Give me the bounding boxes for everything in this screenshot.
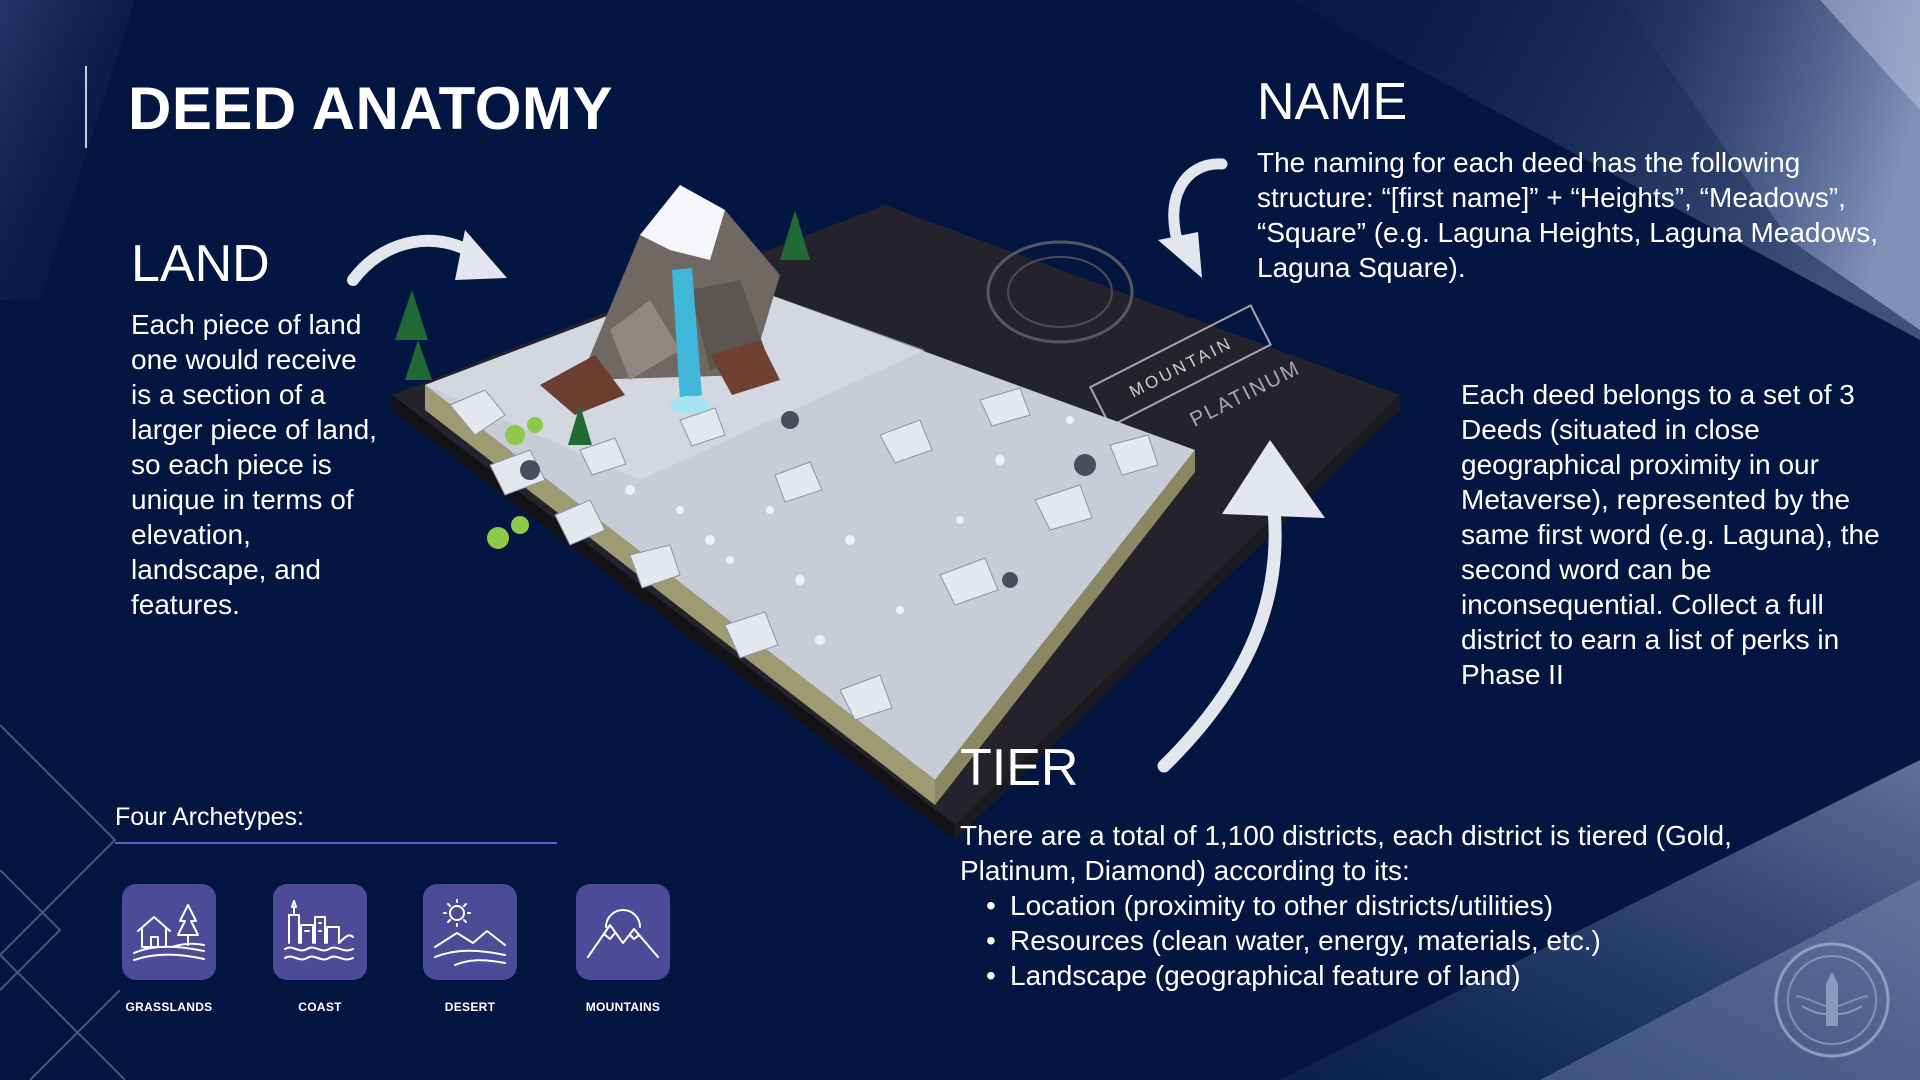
land-heading: LAND xyxy=(131,235,270,293)
archetypes-divider xyxy=(115,842,557,844)
arrow-land-icon xyxy=(347,230,507,286)
page-title: DEED ANATOMY xyxy=(128,75,613,142)
list-item: Location (proximity to other districts/u… xyxy=(986,888,1730,923)
deed-land-illustration: MOUNTAIN PLATINUM xyxy=(392,185,1400,840)
archetype-name: COAST xyxy=(298,1000,342,1014)
mountains-tile xyxy=(576,884,670,980)
desert-tile xyxy=(423,884,517,980)
tier-heading: TIER xyxy=(960,739,1079,797)
deed-set-description: Each deed belongs to a set of 3 Deeds (s… xyxy=(1461,379,1880,690)
arrow-name-icon xyxy=(1158,158,1228,278)
archetype-mountains: MOUNTAINS xyxy=(553,884,693,1014)
archetype-coast: COAST xyxy=(250,884,390,1014)
grasslands-icon xyxy=(133,904,205,961)
name-description: The naming for each deed has the followi… xyxy=(1257,147,1879,283)
tier-description: There are a total of 1,100 districts, ea… xyxy=(960,820,1732,886)
archetype-name: DESERT xyxy=(444,1000,496,1014)
tier-criteria-list: Location (proximity to other districts/u… xyxy=(986,888,1730,993)
registry-seal-icon xyxy=(1774,942,1890,1058)
archetype-grasslands: GRASSLANDS xyxy=(99,884,239,1014)
arrow-tier-icon xyxy=(1157,440,1325,773)
mountains-icon xyxy=(587,909,659,958)
archetype-desert: DESERT xyxy=(400,884,540,1014)
coast-tile xyxy=(273,884,367,980)
name-heading: NAME xyxy=(1257,73,1408,131)
archetypes-label: Four Archetypes: xyxy=(115,803,304,831)
grasslands-tile xyxy=(122,884,216,980)
coast-icon xyxy=(284,900,354,961)
land-description: Each piece of land one would receive is … xyxy=(131,309,377,620)
title-accent-rule xyxy=(85,66,87,148)
list-item: Resources (clean water, energy, material… xyxy=(986,923,1730,958)
plaque-seal-engraving xyxy=(986,240,1134,344)
archetype-name: GRASSLANDS xyxy=(125,1000,213,1014)
desert-icon xyxy=(434,899,506,966)
archetype-name: MOUNTAINS xyxy=(585,1000,661,1014)
list-item: Landscape (geographical feature of land) xyxy=(986,958,1730,993)
